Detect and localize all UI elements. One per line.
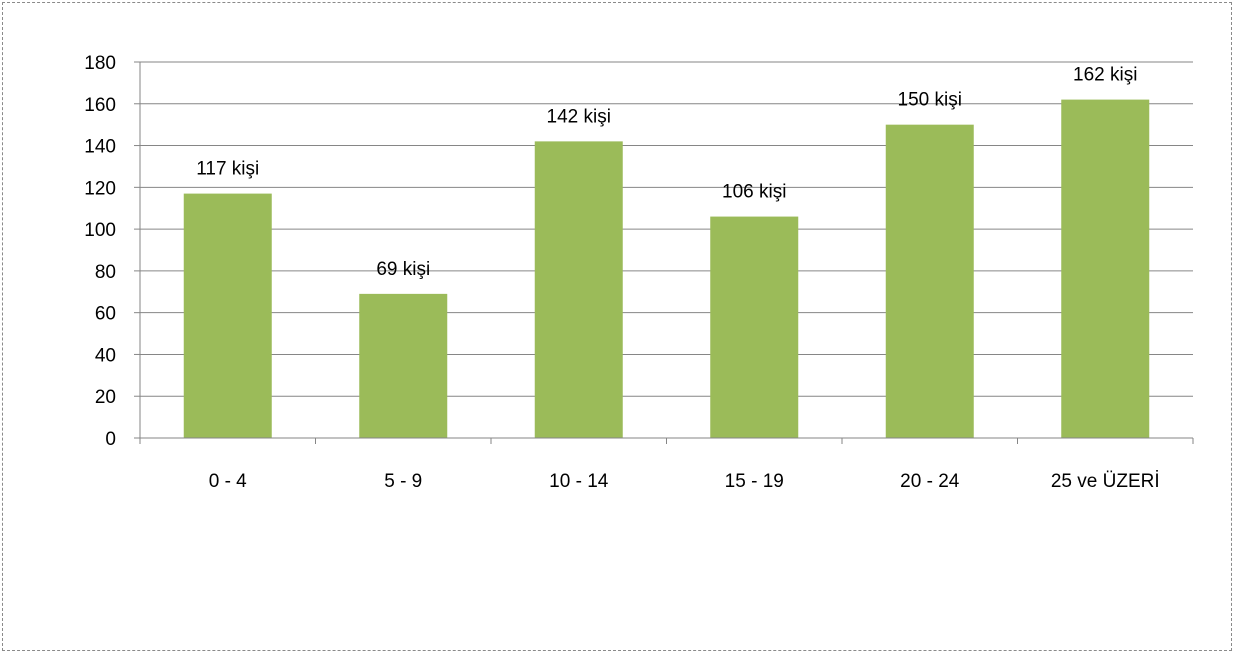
data-label: 162 kişi [1073, 65, 1137, 86]
bar [534, 141, 623, 438]
x-tick-label: 25 ve ÜZERİ [1051, 471, 1160, 492]
y-tick-label: 180 [84, 53, 116, 74]
x-tick-label: 20 - 24 [900, 471, 960, 492]
y-tick-label: 120 [84, 178, 116, 199]
y-tick-label: 160 [84, 95, 116, 116]
y-tick-labels: 0 20 40 60 80 100 120 140 160 180 [84, 53, 116, 450]
y-tick-label: 40 [95, 345, 116, 366]
x-tick-labels: 0 - 4 5 - 9 10 - 14 15 - 19 20 - 24 25 ve ÜZE… [209, 471, 1160, 492]
y-tick-label: 140 [84, 137, 116, 158]
x-tick-label: 5 - 9 [384, 471, 422, 492]
y-tick-label: 20 [95, 387, 116, 408]
x-tick-label: 10 - 14 [549, 471, 609, 492]
axes [134, 61, 1194, 444]
bar [885, 124, 974, 439]
data-label: 106 kişi [722, 182, 786, 203]
bars [183, 99, 1150, 439]
bar [1061, 99, 1150, 438]
gridlines [140, 61, 1193, 397]
data-label: 150 kişi [898, 90, 962, 111]
y-tick-label: 0 [105, 429, 116, 450]
data-label: 142 kişi [547, 106, 611, 127]
x-tick-label: 15 - 19 [725, 471, 784, 492]
data-labels: 117 kişi 69 kişi 142 kişi 106 kişi 150 kişi 1… [196, 65, 1137, 280]
data-label: 69 kişi [376, 259, 430, 280]
bar [183, 193, 272, 438]
y-tick-label: 80 [95, 262, 116, 283]
x-tick-label: 0 - 4 [209, 471, 247, 492]
bar [710, 216, 799, 438]
y-tick-label: 100 [84, 220, 116, 241]
data-label: 117 kişi [196, 159, 259, 180]
y-tick-label: 60 [95, 304, 116, 325]
bar [359, 293, 448, 438]
